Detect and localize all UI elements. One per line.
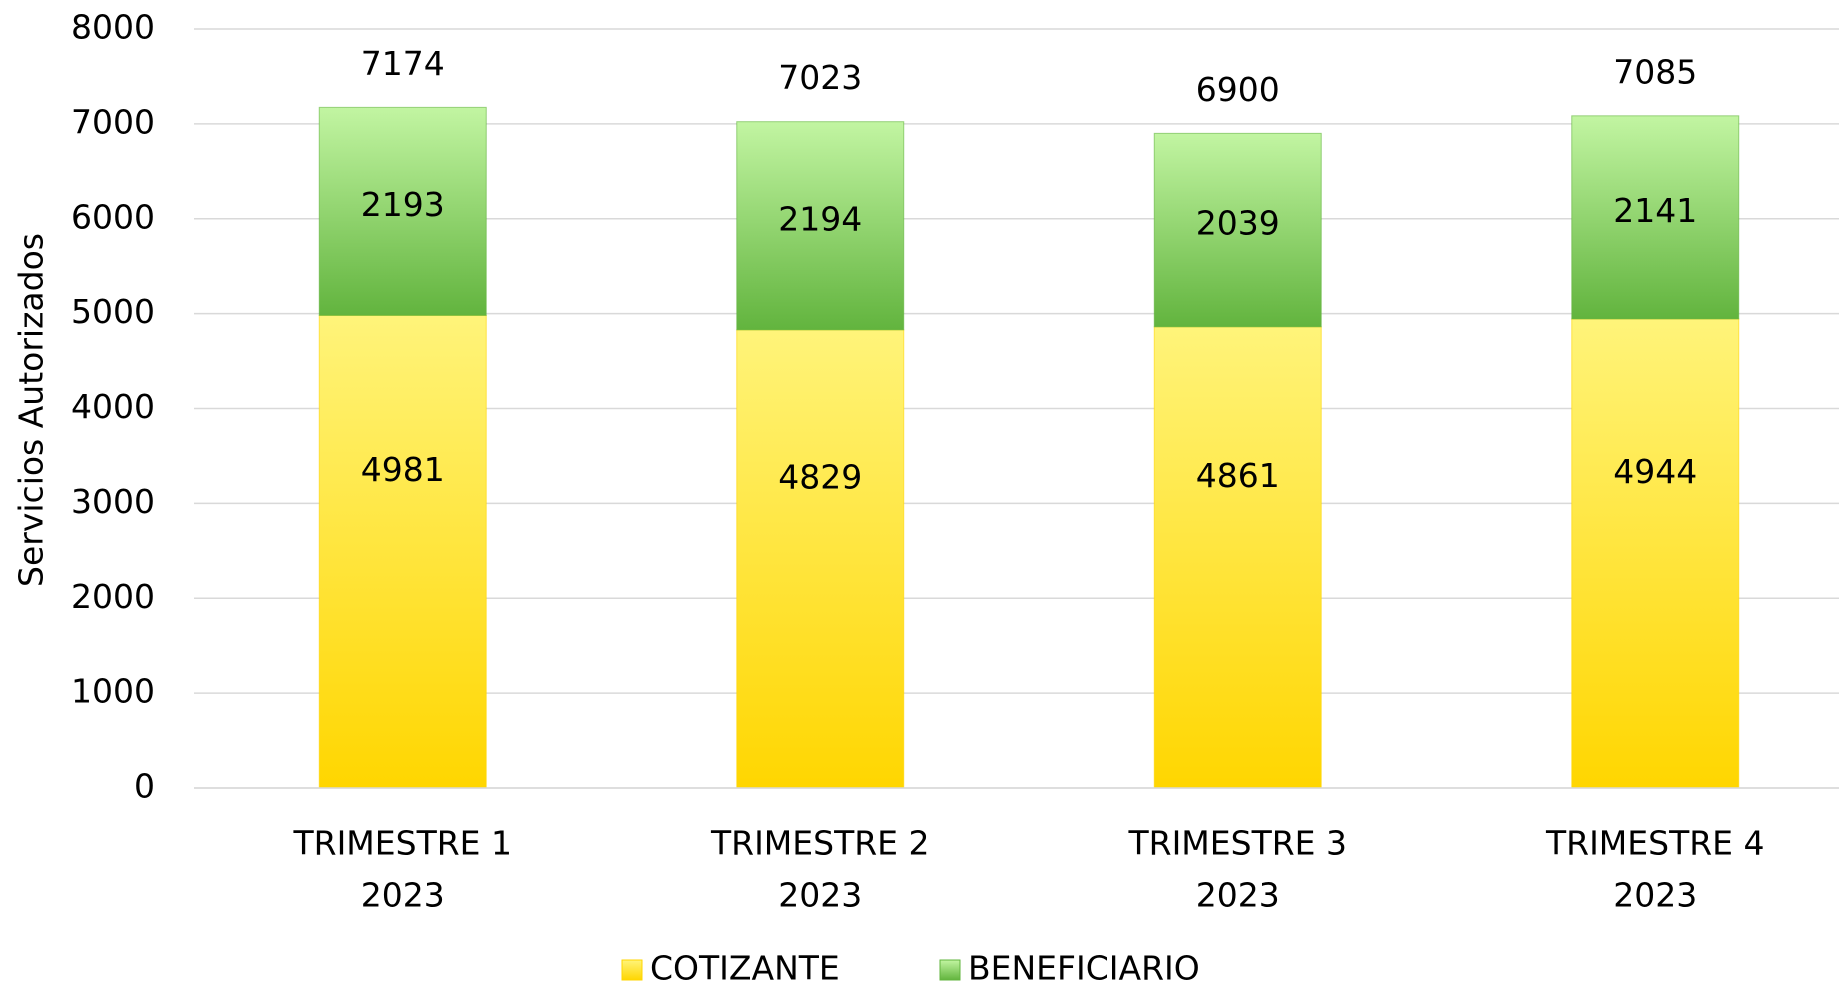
y-tick-label: 0 (134, 767, 155, 806)
bar-segment (318, 106, 487, 316)
x-tick-label: 2023 (361, 876, 445, 915)
data-label: 2039 (1196, 204, 1280, 243)
data-label: 4981 (361, 450, 445, 489)
legend-swatch (621, 959, 643, 981)
y-tick-label: 3000 (71, 482, 155, 521)
x-tick-label: 2023 (1196, 876, 1280, 915)
bar-segment (1571, 318, 1740, 789)
y-tick-label: 8000 (71, 8, 155, 47)
data-label: 2193 (361, 185, 445, 224)
y-tick-label: 2000 (71, 577, 155, 616)
bar-segment (1153, 132, 1322, 328)
x-tick-label: TRIMESTRE 2 (710, 824, 930, 863)
legend-label: BENEFICIARIO (968, 949, 1200, 987)
y-tick-label: 4000 (71, 387, 155, 426)
bar-segment (736, 121, 905, 331)
bar-segment (1153, 326, 1322, 789)
total-label: 7174 (361, 44, 445, 83)
legend-swatch (939, 959, 961, 981)
data-label: 2141 (1613, 191, 1697, 230)
x-tick-label: TRIMESTRE 3 (1127, 824, 1347, 863)
data-label: 4829 (778, 457, 862, 496)
bar-segment (318, 314, 487, 789)
total-label: 6900 (1196, 70, 1280, 109)
data-label: 4861 (1196, 456, 1280, 495)
x-tick-label: 2023 (1613, 876, 1697, 915)
x-tick-label: 2023 (778, 876, 862, 915)
total-label: 7023 (778, 58, 862, 97)
bar-segment (1571, 115, 1740, 320)
bar-segment (736, 329, 905, 789)
data-label: 4944 (1613, 452, 1697, 491)
y-tick-label: 1000 (71, 672, 155, 711)
data-label: 2194 (778, 199, 862, 238)
y-axis-label: Servicios Autorizados (12, 233, 51, 587)
legend-label: COTIZANTE (650, 949, 840, 987)
x-tick-label: TRIMESTRE 4 (1545, 824, 1765, 863)
y-tick-label: 5000 (71, 292, 155, 331)
y-tick-label: 6000 (71, 197, 155, 236)
y-tick-label: 7000 (71, 102, 155, 141)
total-label: 7085 (1613, 52, 1697, 91)
x-tick-label: TRIMESTRE 1 (292, 824, 512, 863)
